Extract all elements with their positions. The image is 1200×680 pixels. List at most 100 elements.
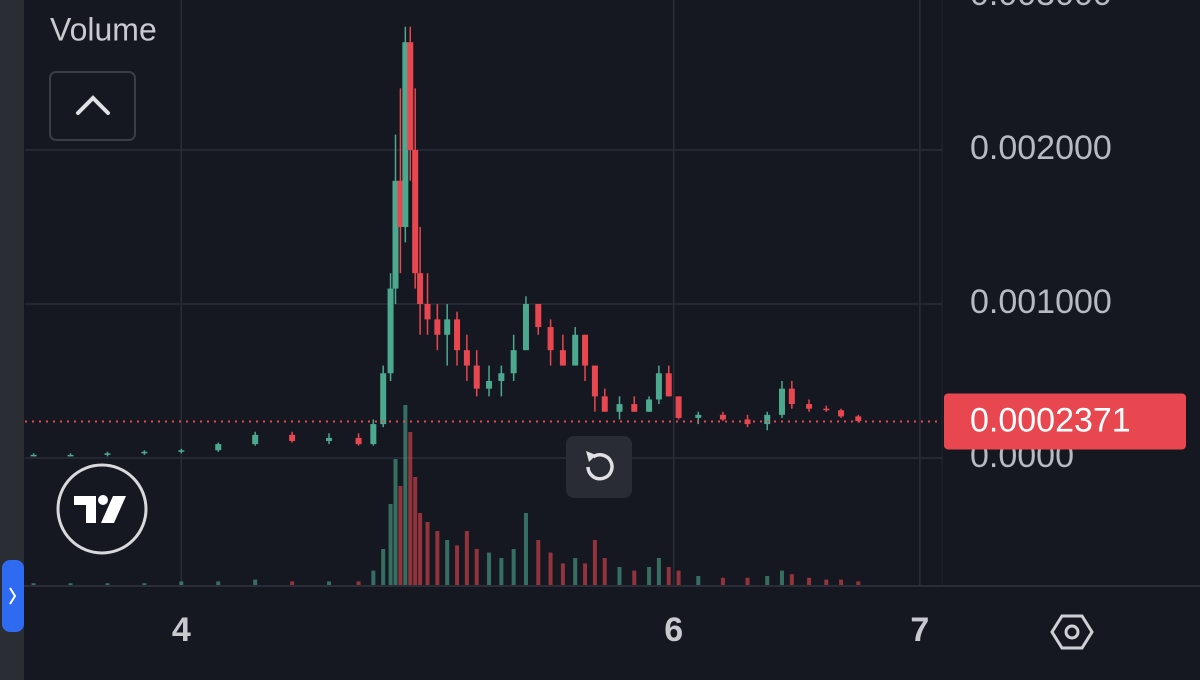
x-tick-label: 4	[172, 611, 191, 649]
volume-bar	[583, 563, 588, 585]
volume-bar	[393, 459, 398, 585]
candle-body	[646, 399, 653, 412]
volume-bar	[216, 581, 221, 585]
volume-bar	[536, 540, 541, 585]
y-tick-label: 0.003000	[970, 0, 1112, 13]
candle-body	[764, 414, 771, 425]
volume-bar	[602, 558, 607, 585]
volume-bar	[824, 579, 829, 585]
volume-bar	[789, 574, 794, 585]
candle-body	[473, 365, 480, 389]
volume-bar	[403, 405, 408, 585]
candle-body	[675, 396, 682, 418]
volume-bar	[474, 549, 479, 585]
candle-body	[412, 149, 419, 274]
volume-bar	[381, 549, 386, 585]
volume-bar	[499, 558, 504, 585]
candle-body	[178, 450, 185, 452]
candle-body	[665, 373, 672, 397]
volume-bar	[445, 540, 450, 585]
volume-bar	[105, 583, 110, 585]
candle-body	[806, 404, 813, 409]
candle-body	[397, 180, 404, 227]
candle-body	[215, 444, 222, 451]
candle-body	[655, 373, 662, 400]
tradingview-logo[interactable]	[56, 463, 148, 555]
candle-body	[417, 273, 424, 304]
x-tick-label: 6	[664, 611, 683, 649]
volume-bar	[632, 570, 637, 585]
volume-bar	[548, 552, 553, 585]
candle-body	[535, 303, 542, 328]
candle-body	[788, 388, 795, 405]
candle-body	[289, 434, 296, 442]
candle-body	[591, 365, 598, 397]
candle-body	[486, 380, 493, 389]
volume-bar	[398, 486, 403, 585]
candle-body	[326, 437, 333, 442]
candle-body	[719, 414, 726, 420]
volume-bar	[408, 432, 413, 585]
volume-bar	[696, 576, 701, 585]
candle-body	[601, 396, 608, 412]
candle-body	[498, 373, 505, 381]
candle-body	[838, 410, 845, 417]
candle-body	[616, 404, 623, 412]
candle-body	[463, 350, 470, 366]
y-tick-label: 0.002000	[970, 129, 1112, 167]
candle-body	[778, 388, 785, 415]
volume-bar	[425, 522, 430, 585]
volume-bar	[523, 513, 528, 585]
last-price-badge	[944, 393, 1186, 450]
candle-body	[582, 334, 589, 366]
candle-body	[572, 334, 579, 366]
candle-body	[392, 180, 399, 289]
volume-bar	[666, 567, 671, 585]
candle-body	[823, 408, 830, 411]
candle-body	[454, 319, 461, 351]
volume-bar	[455, 545, 460, 585]
volume-bar	[290, 581, 295, 585]
candle-body	[855, 416, 862, 422]
volume-bar	[779, 570, 784, 585]
reset-button[interactable]	[566, 436, 632, 498]
volume-bar	[745, 577, 750, 585]
candle-body	[522, 303, 529, 351]
candle-body	[547, 327, 554, 351]
volume-bar	[413, 477, 418, 585]
candle-body	[407, 42, 414, 150]
volume-bar	[807, 577, 812, 585]
candle-body	[141, 451, 148, 454]
candle-body	[30, 454, 37, 457]
candle-body	[252, 434, 259, 445]
volume-bar	[592, 540, 597, 585]
settings-button[interactable]	[1050, 614, 1094, 650]
volume-bar	[720, 577, 725, 585]
candle-body	[631, 404, 638, 412]
volume-bar	[765, 576, 770, 585]
volume-bar	[418, 513, 423, 585]
candle-body	[387, 288, 394, 374]
volume-bar	[435, 531, 440, 585]
collapse-button[interactable]	[49, 71, 136, 141]
volume-bar	[327, 581, 332, 585]
volume-bar	[142, 583, 147, 585]
volume-bar	[856, 581, 861, 585]
y-tick-label: 0.001000	[970, 283, 1112, 321]
volume-bar	[356, 581, 361, 585]
volume-bar	[560, 563, 565, 585]
candle-body	[104, 453, 111, 455]
side-tab[interactable]	[2, 560, 24, 632]
volume-bar	[388, 504, 393, 585]
volume-label: Volume	[50, 11, 157, 47]
candle-body	[380, 373, 387, 425]
volume-bar	[68, 583, 73, 585]
candle-body	[695, 414, 702, 418]
volume-bar	[511, 549, 516, 585]
candle-body	[67, 454, 74, 457]
candle-body	[402, 42, 409, 227]
candle-body	[355, 437, 362, 445]
volume-bar	[464, 531, 469, 585]
candle-body	[370, 424, 377, 445]
